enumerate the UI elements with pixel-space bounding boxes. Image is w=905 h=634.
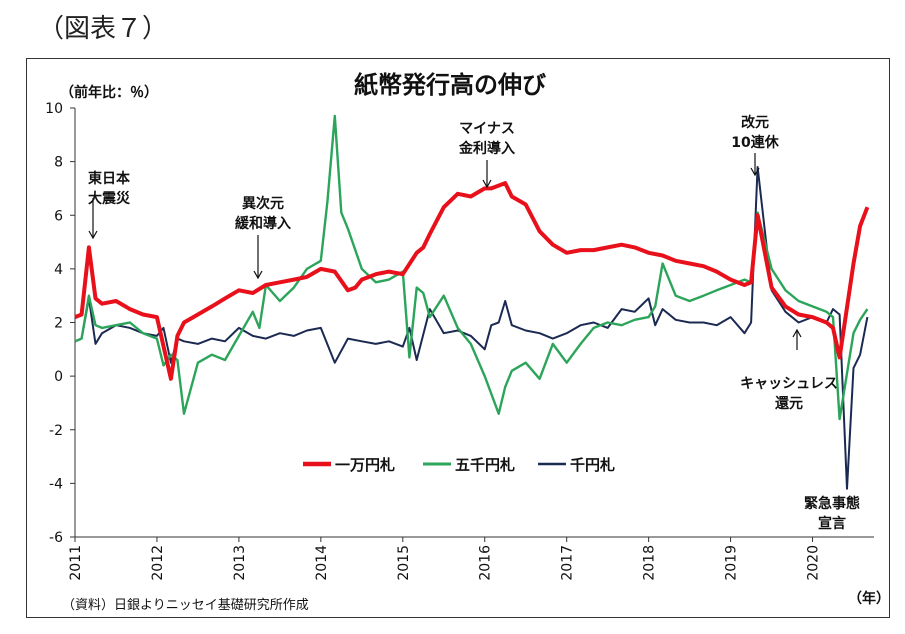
figure-label: （図表７）	[38, 14, 169, 44]
x-tick-label: 2015	[396, 545, 412, 581]
legend-label-5000: 五千円札	[455, 456, 515, 474]
series-line-10000	[74, 181, 870, 381]
series-line-5000	[74, 114, 869, 421]
legend-label-1000: 千円札	[570, 456, 615, 474]
y-tick-label: 0	[54, 369, 63, 385]
x-tick-label: 2014	[314, 545, 330, 581]
y-tick-label: 2	[54, 316, 63, 332]
annotation-arrowhead	[792, 328, 802, 338]
x-tick-label: 2019	[724, 545, 740, 581]
y-tick-label: 8	[54, 155, 63, 171]
y-axis-label: （前年比：％）	[60, 84, 158, 101]
source-note: （資料）日銀よりニッセイ基礎研究所作成	[62, 598, 309, 613]
x-tick-label: 2020	[806, 545, 822, 581]
annotation-text: 東日本	[88, 170, 131, 187]
x-tick-label: 2016	[478, 545, 494, 581]
annotation-text: 宣言	[818, 515, 846, 532]
y-tick-label: -4	[49, 476, 63, 492]
annotation-text: マイナス	[459, 121, 515, 137]
chart-title: 紙幣発行高の伸び	[354, 71, 546, 99]
series-lines	[74, 114, 870, 490]
annotation-text: 改元	[741, 114, 769, 131]
annotation-arrowhead	[88, 230, 98, 240]
x-tick-label: 2012	[150, 545, 166, 581]
series-line-1000	[74, 166, 869, 490]
x-tick-label: 2011	[68, 545, 84, 581]
x-axis-label: （年）	[848, 590, 890, 607]
y-tick-label: 4	[54, 262, 63, 278]
axes: 10 8 6 4 2 0 -2 -4 -6 2011 2012 2013 2014 2015 2016 201…	[45, 101, 874, 581]
y-tick-label: 6	[54, 208, 63, 224]
x-tick-label: 2017	[560, 545, 576, 581]
annotation-text: 緩和導入	[235, 215, 291, 232]
annotation-text: 金利導入	[458, 140, 515, 157]
annotation-text: 還元	[775, 395, 803, 412]
annotation-arrowhead	[482, 179, 492, 189]
y-tick-label: -2	[49, 423, 63, 439]
annotation-arrowhead	[253, 270, 263, 280]
annotation-arrowhead	[750, 167, 760, 177]
chart-frame	[26, 58, 890, 618]
x-tick-label: 2013	[232, 545, 248, 581]
legend-label-10000: 一万円札	[335, 456, 395, 474]
annotation-text: 大震災	[88, 190, 131, 207]
legend: 一万円札 五千円札 千円札	[303, 456, 615, 474]
y-tick-label: 10	[45, 101, 63, 117]
annotation-text: 異次元	[242, 195, 284, 212]
y-tick-label: -6	[49, 530, 63, 546]
annotation-text: キャッシュレス	[740, 376, 838, 392]
annotation-text: 10連休	[731, 134, 779, 151]
x-tick-label: 2018	[642, 545, 658, 581]
annotation-text: 緊急事態	[804, 495, 860, 512]
